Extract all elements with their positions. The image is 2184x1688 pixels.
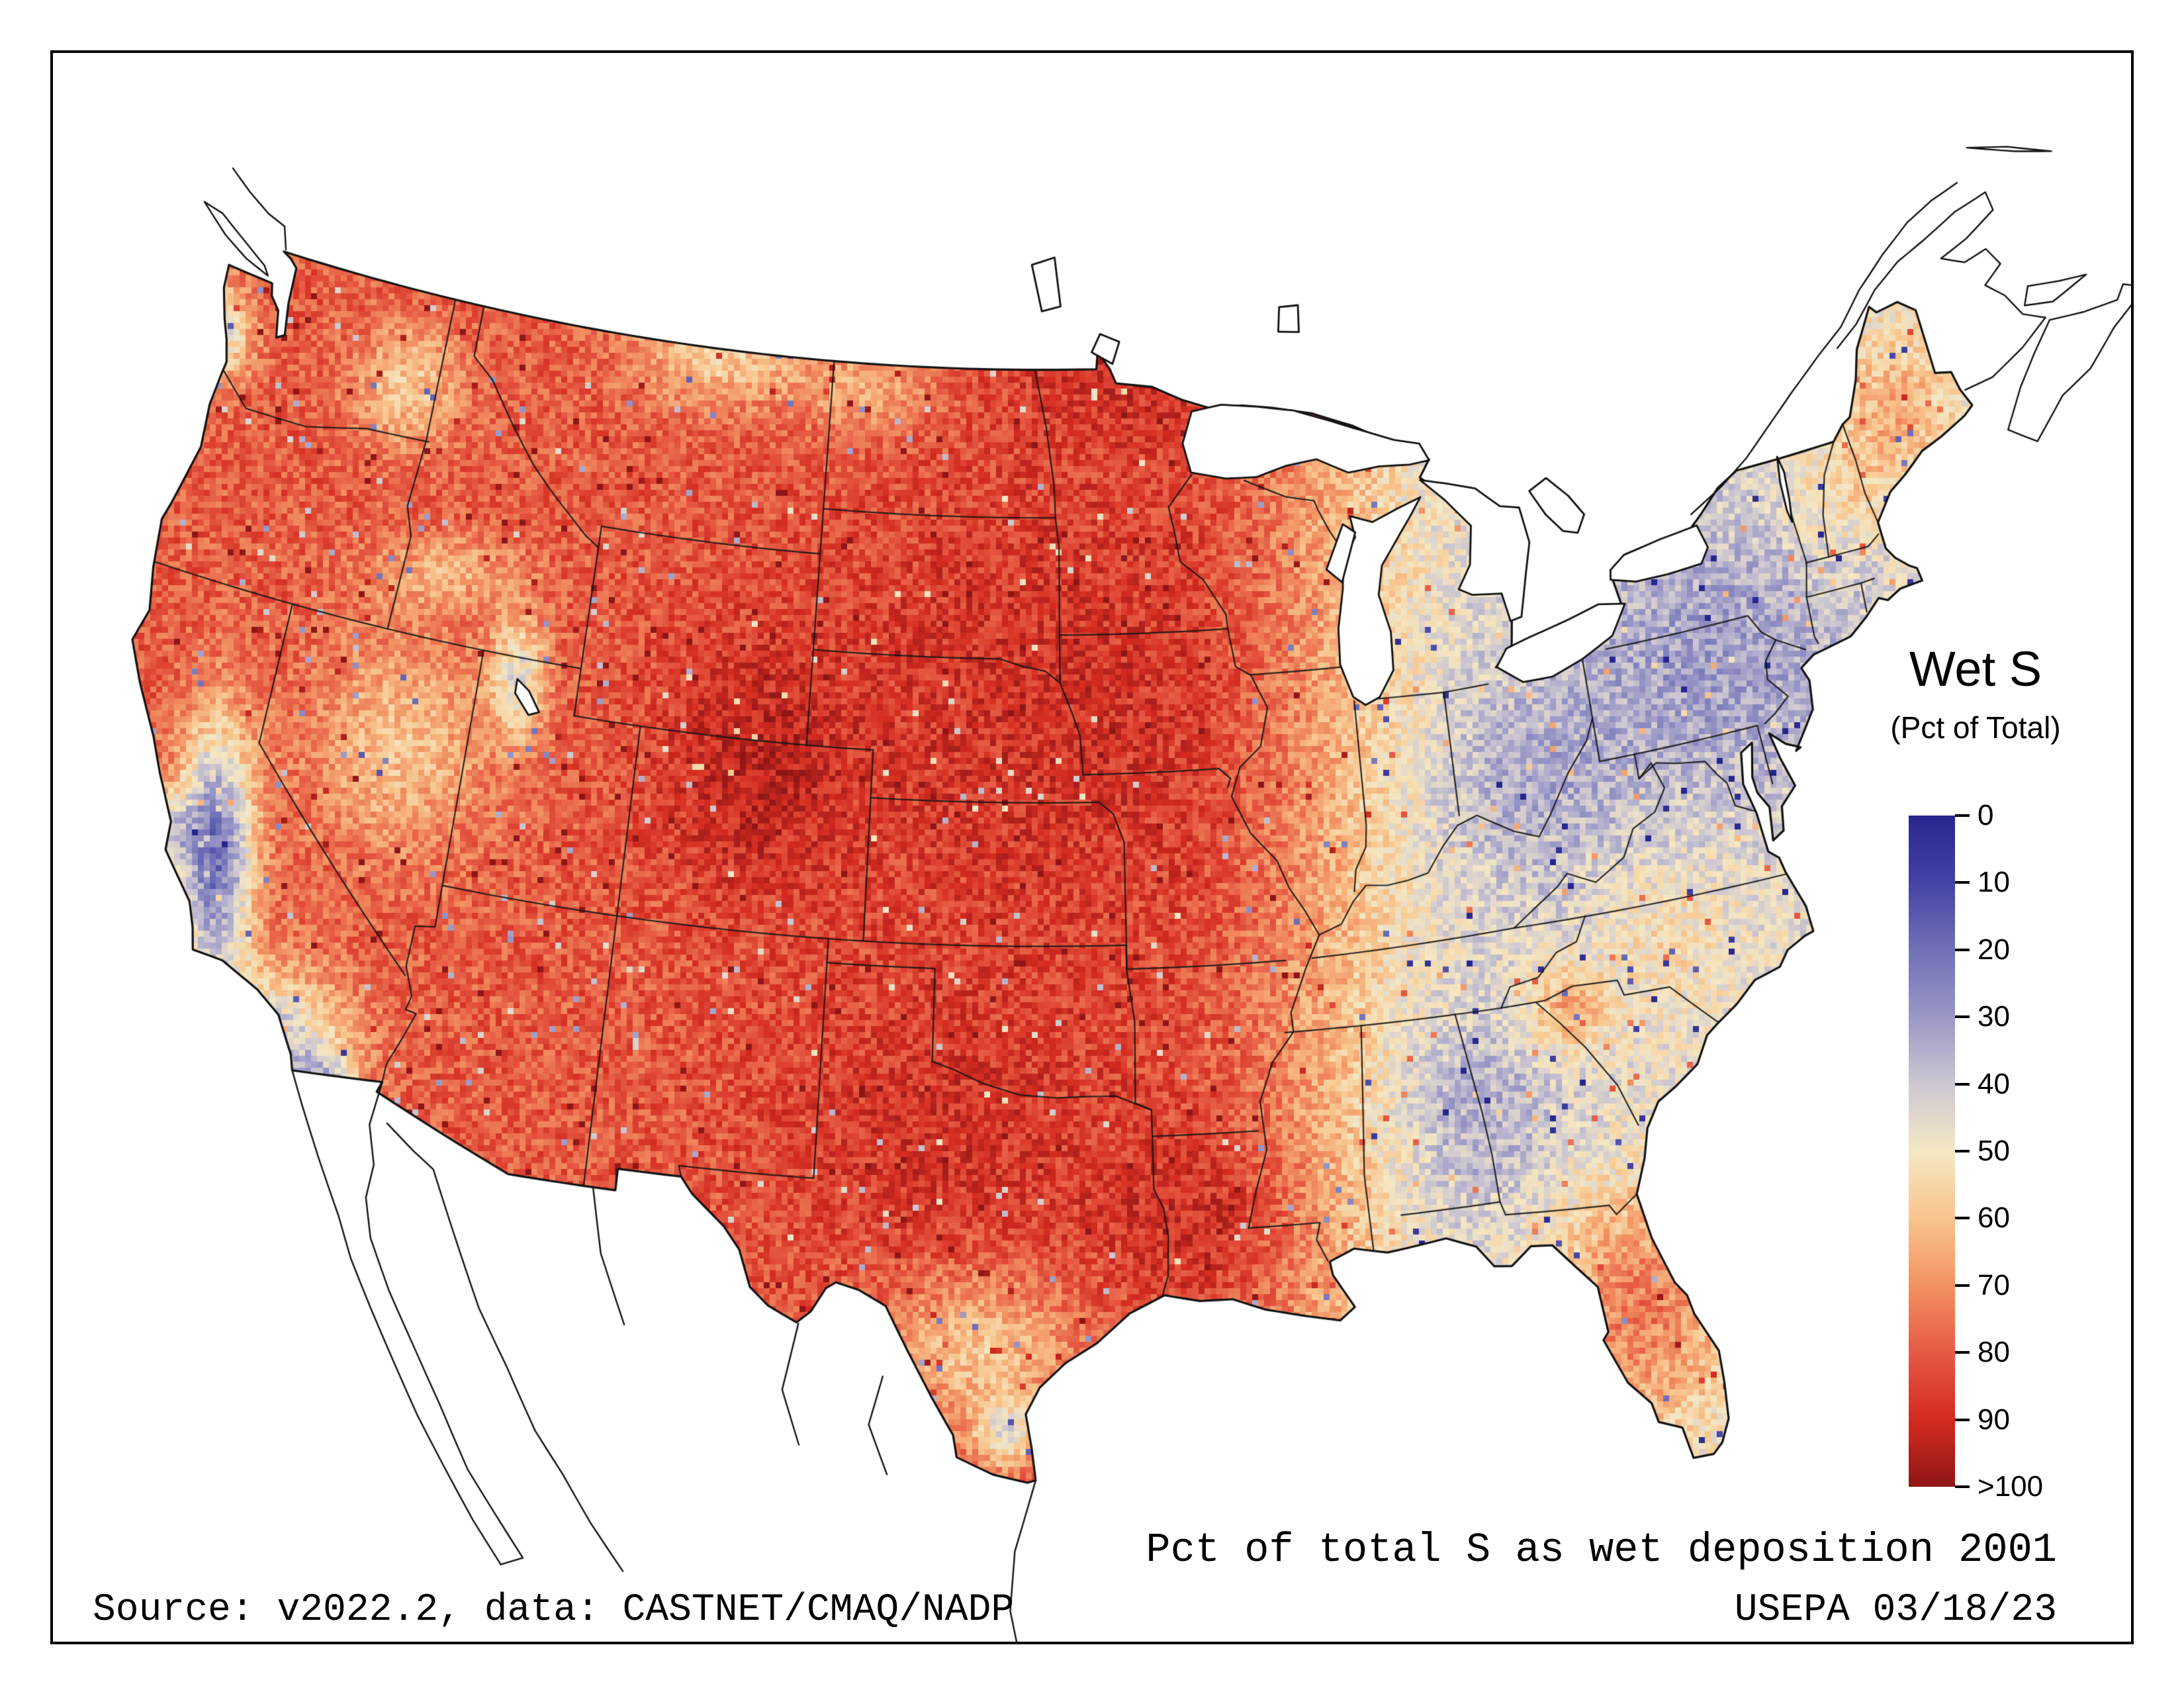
colorbar-tick-label: 90 bbox=[1978, 1403, 2010, 1436]
colorbar-tick bbox=[1955, 1485, 1970, 1488]
colorbar-tick bbox=[1955, 1150, 1970, 1152]
colorbar-tick-label: 30 bbox=[1978, 1000, 2010, 1033]
legend-title: Wet S bbox=[1909, 641, 2042, 696]
colorbar-tick-label: 80 bbox=[1978, 1336, 2010, 1369]
colorbar-tick bbox=[1955, 1217, 1970, 1220]
colorbar-tick bbox=[1955, 881, 1970, 884]
colorbar-tick bbox=[1955, 1284, 1970, 1287]
agency-stamp: USEPA 03/18/23 bbox=[1734, 1589, 2057, 1632]
colorbar-tick-label: 60 bbox=[1978, 1201, 2010, 1235]
colorbar-tick-label: 0 bbox=[1978, 799, 1994, 831]
colorbar-tick bbox=[1955, 948, 1970, 951]
colorbar-tick-label: 20 bbox=[1978, 933, 2010, 966]
us-deposition-map bbox=[53, 53, 2131, 1642]
colorbar-tick-label: 10 bbox=[1978, 866, 2010, 899]
colorbar-tick bbox=[1955, 814, 1970, 817]
colorbar-tick-label: >100 bbox=[1978, 1470, 2044, 1503]
colorbar-tick-label: 50 bbox=[1978, 1135, 2010, 1167]
colorbar-tick bbox=[1955, 1351, 1970, 1354]
colorbar-tick-label: 40 bbox=[1978, 1067, 2010, 1100]
colorbar-tick bbox=[1955, 1015, 1970, 1019]
source-note: Source: v2022.2, data: CASTNET/CMAQ/NADP bbox=[93, 1589, 1015, 1632]
map-caption: Pct of total S as wet deposition 2001 bbox=[1146, 1526, 2057, 1573]
legend-subtitle: (Pct of Total) bbox=[1890, 710, 2061, 745]
colorbar-tick bbox=[1955, 1082, 1970, 1086]
colorbar-tick bbox=[1955, 1418, 1970, 1421]
colorbar-gradient bbox=[1909, 816, 1955, 1487]
colorbar-ticks: 0 10 20 30 40 50 60 70 80 90 >100 bbox=[1955, 801, 2087, 1501]
colorbar-tick-label: 70 bbox=[1978, 1268, 2010, 1301]
